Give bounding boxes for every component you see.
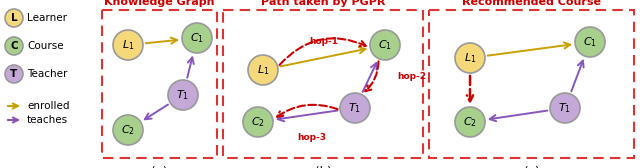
Text: $C_2$: $C_2$	[463, 115, 477, 129]
Circle shape	[575, 27, 605, 57]
Circle shape	[455, 43, 485, 73]
Text: (b): (b)	[315, 166, 332, 168]
Text: $T_1$: $T_1$	[177, 88, 189, 102]
Circle shape	[248, 55, 278, 85]
Text: Recommended Course: Recommended Course	[462, 0, 601, 7]
Circle shape	[113, 115, 143, 145]
Circle shape	[182, 23, 212, 53]
Text: C: C	[10, 41, 18, 51]
Text: hop-3: hop-3	[297, 133, 326, 141]
Text: $C_2$: $C_2$	[121, 123, 135, 137]
Text: $L_1$: $L_1$	[464, 51, 476, 65]
Circle shape	[5, 65, 23, 83]
Text: Teacher: Teacher	[27, 69, 67, 79]
Text: Knowledge Graph: Knowledge Graph	[104, 0, 215, 7]
Text: $C_1$: $C_1$	[583, 35, 597, 49]
Text: hop-2: hop-2	[397, 72, 426, 81]
Text: $C_1$: $C_1$	[190, 31, 204, 45]
Text: T: T	[10, 69, 18, 79]
Text: Learner: Learner	[27, 13, 67, 23]
Text: $C_2$: $C_2$	[251, 115, 265, 129]
Text: L: L	[11, 13, 17, 23]
Text: (a): (a)	[151, 166, 168, 168]
Text: enrolled: enrolled	[27, 101, 70, 111]
Text: $T_1$: $T_1$	[559, 101, 572, 115]
Text: $L_1$: $L_1$	[257, 63, 269, 77]
Circle shape	[455, 107, 485, 137]
Circle shape	[113, 30, 143, 60]
Circle shape	[168, 80, 198, 110]
Text: Path taken by PGPR: Path taken by PGPR	[261, 0, 385, 7]
Circle shape	[370, 30, 400, 60]
Text: hop-1: hop-1	[310, 37, 339, 47]
Text: Course: Course	[27, 41, 63, 51]
Text: $C_1$: $C_1$	[378, 38, 392, 52]
Text: $T_1$: $T_1$	[349, 101, 362, 115]
Text: $L_1$: $L_1$	[122, 38, 134, 52]
Circle shape	[550, 93, 580, 123]
Circle shape	[340, 93, 370, 123]
Circle shape	[5, 9, 23, 27]
Text: (c): (c)	[524, 166, 540, 168]
Text: teaches: teaches	[27, 115, 68, 125]
Circle shape	[243, 107, 273, 137]
Circle shape	[5, 37, 23, 55]
